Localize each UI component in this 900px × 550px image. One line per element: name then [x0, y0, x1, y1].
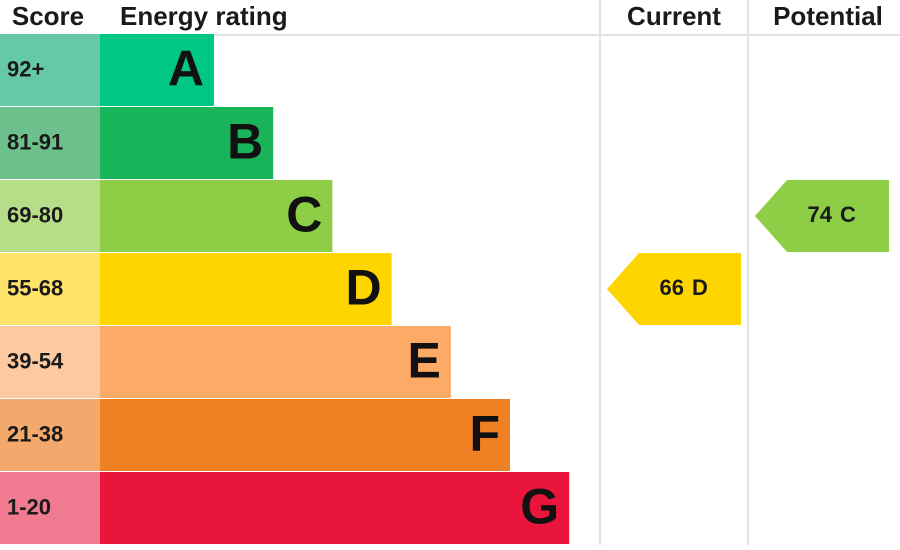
score-range: 39-54	[7, 348, 64, 373]
score-range: 1-20	[7, 494, 51, 519]
rating-bar	[100, 253, 392, 325]
rating-bar	[100, 107, 274, 179]
rating-bar	[100, 326, 451, 398]
header-current: Current	[627, 1, 721, 31]
rating-letter: G	[520, 479, 559, 535]
header-score: Score	[12, 1, 84, 31]
score-cell	[0, 34, 100, 106]
score-range: 92+	[7, 56, 44, 81]
score-range: 55-68	[7, 275, 63, 300]
current-letter: D	[692, 275, 708, 300]
score-cell	[0, 107, 100, 179]
header-rating: Energy rating	[120, 1, 288, 31]
score-cell	[0, 399, 100, 471]
potential-arrow	[755, 180, 889, 252]
potential-score: 74	[808, 202, 833, 227]
header-potential: Potential	[773, 1, 883, 31]
score-cell	[0, 326, 100, 398]
rating-bar	[100, 34, 214, 106]
rating-bar	[100, 180, 333, 252]
rating-bar	[100, 472, 570, 544]
score-range: 69-80	[7, 202, 63, 227]
rating-letter: E	[407, 333, 440, 389]
current-arrow	[607, 253, 741, 325]
rating-bar	[100, 399, 510, 471]
score-cell	[0, 472, 100, 544]
potential-letter: C	[840, 202, 856, 227]
rating-letter: A	[168, 41, 204, 97]
rating-letter: D	[345, 260, 381, 316]
score-range: 81-91	[7, 129, 63, 154]
score-cell	[0, 253, 100, 325]
rating-letter: F	[469, 406, 500, 462]
score-range: 21-38	[7, 421, 63, 446]
rating-letter: C	[286, 187, 322, 243]
rating-letter: B	[227, 114, 263, 170]
score-cell	[0, 180, 100, 252]
current-score: 66	[660, 275, 684, 300]
